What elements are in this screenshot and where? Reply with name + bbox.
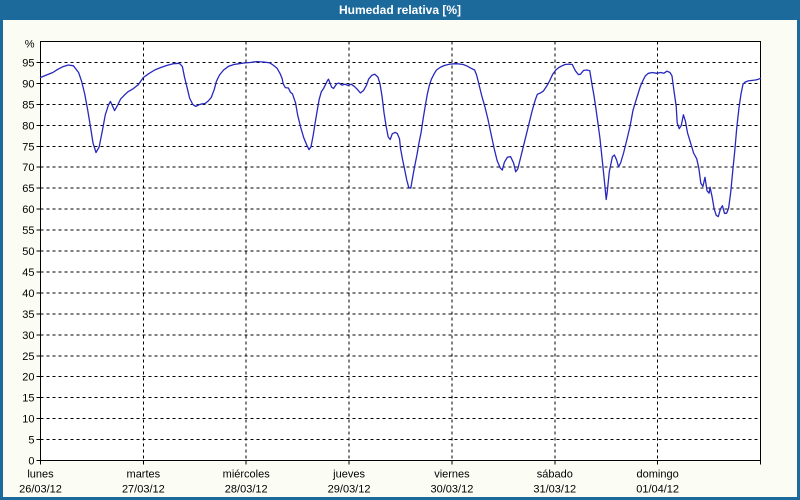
x-date-label: 30/03/12 xyxy=(431,484,474,496)
x-date-label: 29/03/12 xyxy=(328,484,371,496)
x-day-label: jueves xyxy=(332,469,365,481)
y-tick-label: 45 xyxy=(22,267,34,279)
y-tick-label: 80 xyxy=(22,120,34,132)
y-tick-label: 75 xyxy=(22,141,34,153)
y-tick-label: 85 xyxy=(22,99,34,111)
x-date-label: 26/03/12 xyxy=(19,484,62,496)
x-day-label: sábado xyxy=(537,469,573,481)
x-day-label: martes xyxy=(127,469,161,481)
x-date-label: 28/03/12 xyxy=(225,484,268,496)
x-day-label: domingo xyxy=(637,469,679,481)
x-date-label: 27/03/12 xyxy=(122,484,165,496)
y-tick-label: 5 xyxy=(28,435,34,447)
chart-title: Humedad relativa [%] xyxy=(338,3,462,17)
humidity-line xyxy=(39,60,762,218)
x-day-label: miércoles xyxy=(223,469,271,481)
y-tick-label: 40 xyxy=(22,288,34,300)
x-day-label: viernes xyxy=(434,469,470,481)
x-date-label: 31/03/12 xyxy=(533,484,576,496)
y-tick-label: 0 xyxy=(28,456,34,468)
y-tick-label: 50 xyxy=(22,246,34,258)
y-tick-label: 25 xyxy=(22,351,34,363)
y-tick-label: 60 xyxy=(22,204,34,216)
y-tick-label: 10 xyxy=(22,414,34,426)
x-day-label: lunes xyxy=(27,469,54,481)
y-tick-label: 65 xyxy=(22,183,34,195)
chart-title-bar: Humedad relativa [%] xyxy=(0,0,800,20)
y-tick-label: 95 xyxy=(22,57,34,69)
y-tick-label: 90 xyxy=(22,78,34,90)
y-axis-unit-label: % xyxy=(25,39,35,51)
y-tick-label: 30 xyxy=(22,330,34,342)
y-tick-label: 20 xyxy=(22,372,34,384)
y-tick-label: 55 xyxy=(22,225,34,237)
x-date-label: 01/04/12 xyxy=(636,484,679,496)
y-tick-label: 35 xyxy=(22,309,34,321)
y-tick-label: 15 xyxy=(22,393,34,405)
y-tick-label: 70 xyxy=(22,162,34,174)
